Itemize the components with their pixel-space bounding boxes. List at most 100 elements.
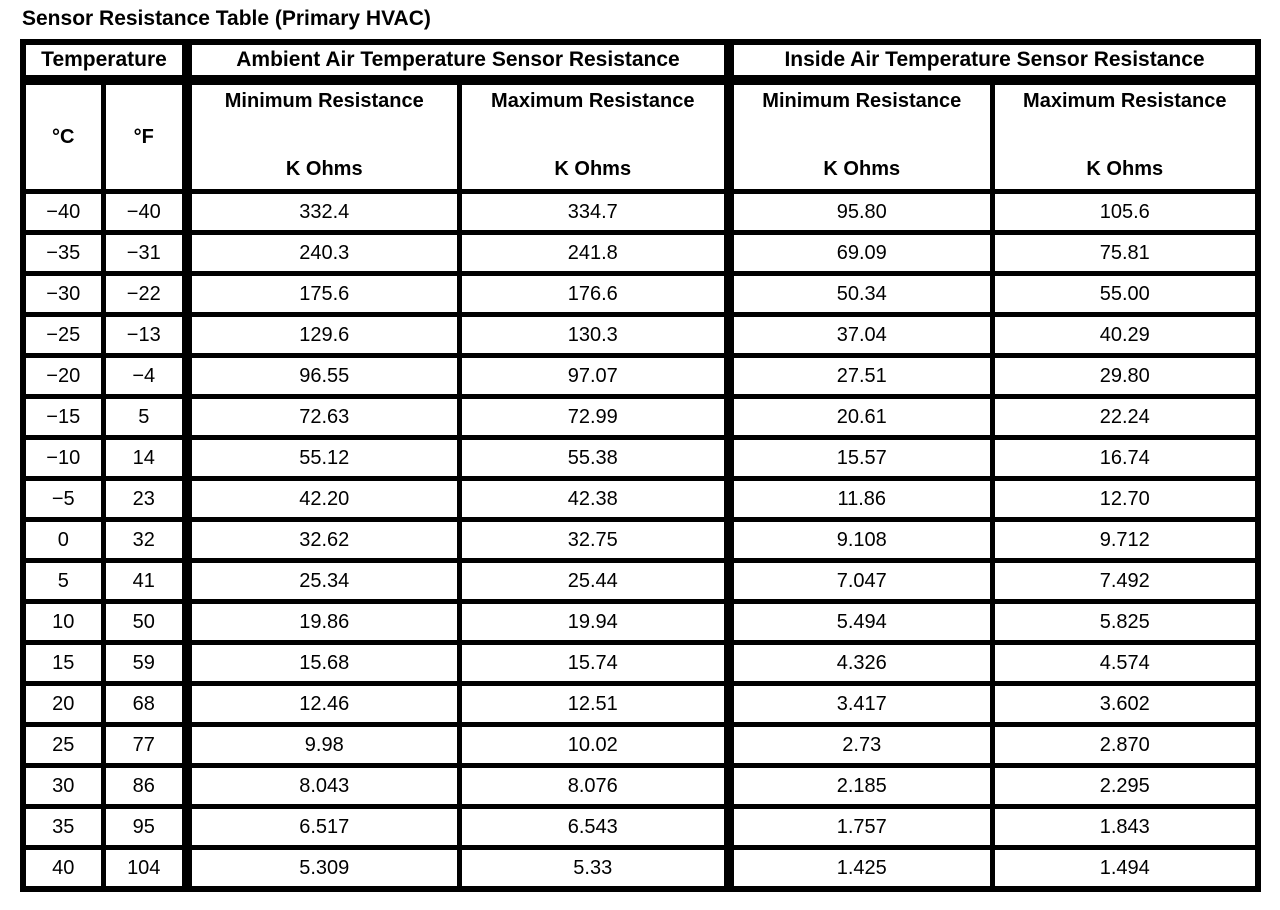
table-row: 10 50 19.86 19.94 5.494 5.825: [20, 599, 1261, 645]
cell-ambient-min: 129.6: [182, 312, 462, 358]
cell-fahrenheit: −22: [100, 271, 190, 317]
cell-celsius: −20: [20, 353, 106, 399]
cell-inside-min: 50.34: [724, 271, 995, 317]
table-row: −20 −4 96.55 97.07 27.51 29.80: [20, 353, 1261, 399]
cell-inside-max: 12.70: [989, 476, 1261, 522]
cell-celsius: 35: [20, 804, 106, 850]
cell-inside-min: 2.185: [724, 763, 995, 809]
table-row: 15 59 15.68 15.74 4.326 4.574: [20, 640, 1261, 686]
cell-celsius: −5: [20, 476, 106, 522]
cell-inside-min: 3.417: [724, 681, 995, 727]
cell-inside-max: 7.492: [989, 558, 1261, 604]
cell-celsius: 0: [20, 517, 106, 563]
cell-inside-min: 4.326: [724, 640, 995, 686]
ambient-min-column-header: Minimum Resistance K Ohms: [182, 77, 462, 194]
cell-inside-max: 16.74: [989, 435, 1261, 481]
table-body: −40 −40 332.4 334.7 95.80 105.6 −35 −31 …: [20, 189, 1261, 892]
cell-inside-max: 75.81: [989, 230, 1261, 276]
cell-inside-max: 9.712: [989, 517, 1261, 563]
cell-fahrenheit: 50: [100, 599, 190, 645]
cell-celsius: −15: [20, 394, 106, 440]
cell-ambient-max: 10.02: [456, 722, 732, 768]
cell-fahrenheit: −40: [100, 189, 190, 235]
cell-fahrenheit: −31: [100, 230, 190, 276]
table-row: −25 −13 129.6 130.3 37.04 40.29: [20, 312, 1261, 358]
fahrenheit-column-header: °F: [100, 77, 190, 194]
table-row: −15 5 72.63 72.99 20.61 22.24: [20, 394, 1261, 440]
cell-ambient-max: 6.543: [456, 804, 732, 850]
cell-ambient-min: 25.34: [182, 558, 462, 604]
temperature-group-header: Temperature: [20, 39, 190, 85]
cell-ambient-max: 97.07: [456, 353, 732, 399]
cell-inside-min: 95.80: [724, 189, 995, 235]
cell-ambient-min: 19.86: [182, 599, 462, 645]
cell-inside-max: 2.870: [989, 722, 1261, 768]
page-title: Sensor Resistance Table (Primary HVAC): [22, 7, 431, 30]
table-row: −35 −31 240.3 241.8 69.09 75.81: [20, 230, 1261, 276]
cell-inside-max: 2.295: [989, 763, 1261, 809]
cell-ambient-max: 55.38: [456, 435, 732, 481]
inside-group-header: Inside Air Temperature Sensor Resistance: [724, 39, 1261, 85]
cell-inside-min: 1.425: [724, 845, 995, 892]
cell-ambient-min: 15.68: [182, 640, 462, 686]
inside-max-unit-label: K Ohms: [1086, 158, 1164, 180]
cell-ambient-max: 241.8: [456, 230, 732, 276]
cell-ambient-max: 42.38: [456, 476, 732, 522]
cell-fahrenheit: 77: [100, 722, 190, 768]
cell-inside-max: 1.843: [989, 804, 1261, 850]
table-row: 35 95 6.517 6.543 1.757 1.843: [20, 804, 1261, 850]
cell-celsius: −35: [20, 230, 106, 276]
group-header-row: Temperature Ambient Air Temperature Sens…: [20, 39, 1261, 85]
cell-ambient-max: 19.94: [456, 599, 732, 645]
celsius-column-header: °C: [20, 77, 106, 194]
cell-fahrenheit: 86: [100, 763, 190, 809]
cell-ambient-min: 12.46: [182, 681, 462, 727]
cell-inside-min: 69.09: [724, 230, 995, 276]
cell-inside-min: 2.73: [724, 722, 995, 768]
inside-min-column-header: Minimum Resistance K Ohms: [724, 77, 995, 194]
ambient-max-column-header: Maximum Resistance K Ohms: [456, 77, 732, 194]
cell-inside-max: 29.80: [989, 353, 1261, 399]
cell-fahrenheit: 59: [100, 640, 190, 686]
cell-ambient-min: 55.12: [182, 435, 462, 481]
table-row: 30 86 8.043 8.076 2.185 2.295: [20, 763, 1261, 809]
cell-celsius: 10: [20, 599, 106, 645]
inside-min-label: Minimum Resistance: [762, 90, 962, 112]
ambient-max-label: Maximum Resistance: [491, 90, 695, 112]
cell-ambient-max: 334.7: [456, 189, 732, 235]
table-row: 40 104 5.309 5.33 1.425 1.494: [20, 845, 1261, 892]
sensor-resistance-table: Temperature Ambient Air Temperature Sens…: [20, 39, 1262, 892]
table-row: 20 68 12.46 12.51 3.417 3.602: [20, 681, 1261, 727]
cell-ambient-max: 8.076: [456, 763, 732, 809]
column-header-row: °C °F Minimum Resistance K Ohms: [20, 77, 1261, 194]
cell-celsius: −25: [20, 312, 106, 358]
cell-ambient-max: 5.33: [456, 845, 732, 892]
cell-celsius: 25: [20, 722, 106, 768]
ambient-group-header: Ambient Air Temperature Sensor Resistanc…: [181, 39, 732, 85]
cell-inside-max: 1.494: [989, 845, 1261, 892]
table-row: −30 −22 175.6 176.6 50.34 55.00: [20, 271, 1261, 317]
cell-inside-min: 20.61: [724, 394, 995, 440]
cell-inside-max: 3.602: [989, 681, 1261, 727]
cell-ambient-max: 176.6: [456, 271, 732, 317]
cell-inside-min: 37.04: [724, 312, 995, 358]
cell-celsius: 15: [20, 640, 106, 686]
table-row: −5 23 42.20 42.38 11.86 12.70: [20, 476, 1261, 522]
fahrenheit-label: °F: [133, 125, 154, 148]
cell-inside-min: 1.757: [724, 804, 995, 850]
ambient-min-unit-label: K Ohms: [285, 158, 363, 180]
cell-celsius: −10: [20, 435, 106, 481]
cell-celsius: −30: [20, 271, 106, 317]
cell-celsius: 5: [20, 558, 106, 604]
cell-inside-max: 4.574: [989, 640, 1261, 686]
cell-fahrenheit: 68: [100, 681, 190, 727]
cell-ambient-max: 15.74: [456, 640, 732, 686]
table-row: 25 77 9.98 10.02 2.73 2.870: [20, 722, 1261, 768]
table-row: 0 32 32.62 32.75 9.108 9.712: [20, 517, 1261, 563]
cell-inside-min: 11.86: [724, 476, 995, 522]
cell-inside-max: 5.825: [989, 599, 1261, 645]
cell-celsius: 30: [20, 763, 106, 809]
cell-ambient-min: 42.20: [182, 476, 462, 522]
cell-celsius: 40: [20, 845, 106, 892]
